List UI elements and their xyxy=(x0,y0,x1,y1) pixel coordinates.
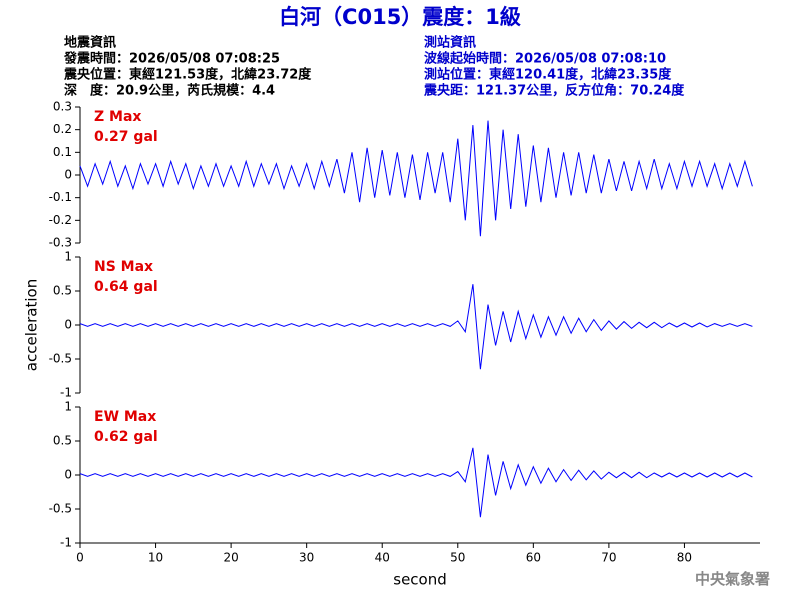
annotation: Z Max xyxy=(94,109,141,125)
x-axis-label: second xyxy=(393,571,447,589)
y-tick-label: 0 xyxy=(64,318,72,332)
y-tick-label: 0.5 xyxy=(53,284,72,298)
y-tick-label: -0.5 xyxy=(49,352,72,366)
y-tick-label: 1 xyxy=(64,250,72,264)
x-tick-label: 20 xyxy=(223,551,238,565)
x-tick-label: 10 xyxy=(148,551,163,565)
y-tick-label: 0.1 xyxy=(53,145,72,159)
station-info: 測站資訊 xyxy=(424,35,476,51)
y-tick-label: -0.3 xyxy=(49,236,72,250)
y-tick-label: 0.2 xyxy=(53,122,72,136)
y-tick-label: -0.5 xyxy=(49,502,72,516)
station-info: 波線起始時間：2026/05/08 07:08:10 xyxy=(424,51,666,67)
event-info: 地震資訊 xyxy=(64,35,116,51)
station-info: 震央距：121.37公里，反方位角：70.24度 xyxy=(423,83,685,99)
y-tick-label: 0 xyxy=(64,468,72,482)
y-axis-label: acceleration xyxy=(23,279,41,371)
annotation: 0.62 gal xyxy=(94,429,158,445)
y-tick-label: 0 xyxy=(64,168,72,182)
x-tick-label: 0 xyxy=(76,551,84,565)
station-info: 測站位置：東經120.41度，北緯23.35度 xyxy=(424,67,672,83)
footer: 中央氣象署 xyxy=(695,570,770,588)
x-tick-label: 30 xyxy=(299,551,314,565)
event-info: 震央位置：東經121.53度，北緯23.72度 xyxy=(63,67,312,83)
waveform xyxy=(79,447,753,518)
annotation: NS Max xyxy=(94,259,153,275)
y-tick-label: -1 xyxy=(60,386,72,400)
waveform xyxy=(79,120,753,237)
event-info: 深 度：20.9公里，芮氏規模：4.4 xyxy=(64,83,275,99)
event-info: 發震時間：2026/05/08 07:08:25 xyxy=(63,51,280,67)
y-tick-label: -0.2 xyxy=(49,213,72,227)
waveform xyxy=(79,284,753,370)
annotation: 0.64 gal xyxy=(94,279,158,295)
x-tick-label: 70 xyxy=(601,551,616,565)
chart-title: 白河（C015）震度：1級 xyxy=(279,5,521,29)
x-tick-label: 40 xyxy=(375,551,390,565)
y-tick-label: 1 xyxy=(64,400,72,414)
y-tick-label: -0.1 xyxy=(49,190,72,204)
y-tick-label: 0.5 xyxy=(53,434,72,448)
annotation: 0.27 gal xyxy=(94,129,158,145)
y-tick-label: 0.3 xyxy=(53,100,72,114)
x-tick-label: 80 xyxy=(677,551,692,565)
annotation: EW Max xyxy=(94,409,156,425)
y-tick-label: -1 xyxy=(60,536,72,550)
x-tick-label: 60 xyxy=(526,551,541,565)
x-tick-label: 50 xyxy=(450,551,465,565)
